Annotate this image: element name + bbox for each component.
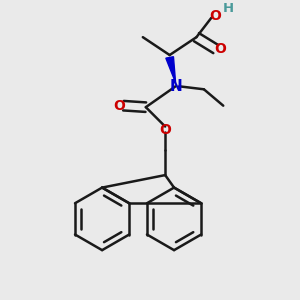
Text: H: H	[223, 2, 234, 15]
Text: O: O	[214, 42, 226, 56]
Polygon shape	[166, 57, 175, 83]
Text: O: O	[159, 122, 171, 136]
Text: O: O	[209, 9, 221, 23]
Text: N: N	[169, 79, 182, 94]
Text: O: O	[113, 99, 124, 113]
